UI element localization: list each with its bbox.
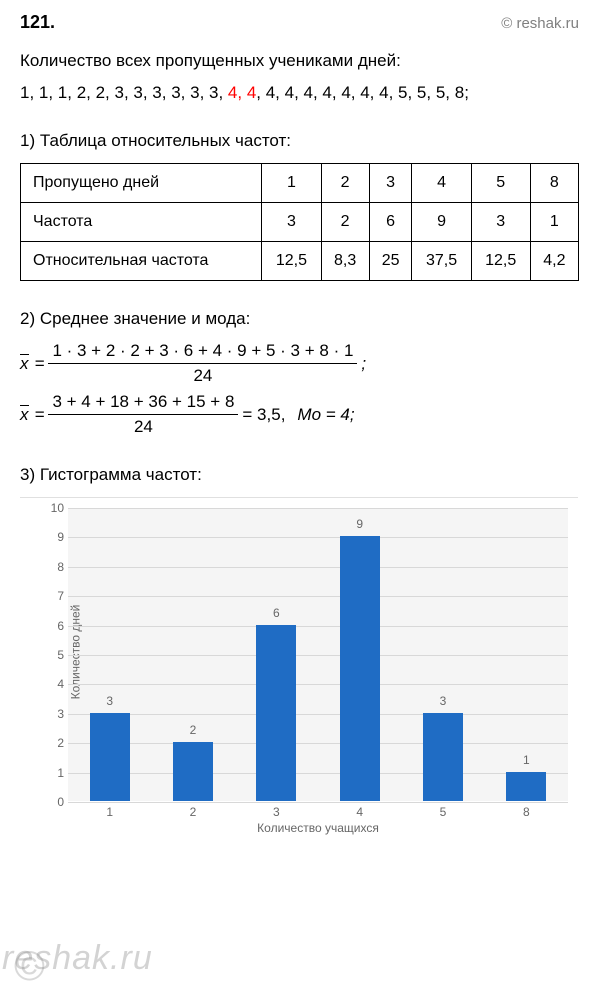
result: = 3,5,	[242, 405, 285, 425]
bar	[506, 772, 546, 801]
denominator: 24	[134, 415, 153, 437]
table-cell: 1	[530, 203, 578, 242]
grid-line	[68, 508, 568, 509]
y-tick-label: 0	[44, 795, 64, 809]
bar	[173, 742, 213, 801]
formula-1: x = 1 · 3 + 2 · 2 + 3 · 6 + 4 · 9 + 5 · …	[20, 341, 579, 386]
numerator: 3 + 4 + 18 + 36 + 15 + 8	[48, 392, 238, 415]
numerator: 1 · 3 + 2 · 2 + 3 · 6 + 4 · 9 + 5 · 3 + …	[48, 341, 357, 364]
equals: =	[35, 354, 45, 374]
table-cell: 25	[369, 242, 412, 281]
x-tick-label: 8	[523, 805, 530, 819]
data-label: 6	[273, 606, 280, 620]
data-sequence: 1, 1, 1, 2, 2, 3, 3, 3, 3, 3, 3, 4, 4, 4…	[20, 83, 579, 103]
table-row: Частота 3 2 6 9 3 1	[21, 203, 579, 242]
grid-line	[68, 743, 568, 744]
table-cell: 6	[369, 203, 412, 242]
denominator: 24	[193, 364, 212, 386]
bar	[423, 713, 463, 801]
table-row: Относительная частота 12,5 8,3 25 37,5 1…	[21, 242, 579, 281]
section2-title: 2) Среднее значение и мода:	[20, 309, 579, 329]
table-cell: Пропущено дней	[21, 164, 262, 203]
y-tick-label: 2	[44, 736, 64, 750]
grid-line	[68, 537, 568, 538]
y-tick-label: 4	[44, 677, 64, 691]
table-cell: 9	[412, 203, 471, 242]
table-cell: Частота	[21, 203, 262, 242]
y-tick-label: 9	[44, 530, 64, 544]
xbar-var: x	[20, 354, 29, 374]
bar	[340, 536, 380, 801]
table-cell: 12,5	[471, 242, 530, 281]
grid-line	[68, 684, 568, 685]
table-cell: 3	[369, 164, 412, 203]
watermark-text: reshak.ru	[2, 939, 153, 978]
bar	[90, 713, 130, 801]
watermark-symbol: ©	[14, 942, 45, 990]
data-label: 3	[440, 694, 447, 708]
x-tick-label: 2	[190, 805, 197, 819]
table-cell: 3	[471, 203, 530, 242]
grid-line	[68, 626, 568, 627]
grid-line	[68, 567, 568, 568]
section3-title: 3) Гистограмма частот:	[20, 465, 579, 485]
x-tick-label: 5	[440, 805, 447, 819]
table-cell: 2	[321, 203, 369, 242]
y-tick-label: 6	[44, 619, 64, 633]
y-tick-label: 3	[44, 707, 64, 721]
sequence-highlighted: 4, 4	[228, 83, 256, 102]
table-cell: 4,2	[530, 242, 578, 281]
fraction: 3 + 4 + 18 + 36 + 15 + 8 24	[48, 392, 238, 437]
xbar-var: x	[20, 405, 29, 425]
formula-2: x = 3 + 4 + 18 + 36 + 15 + 8 24 = 3,5, M…	[20, 392, 579, 437]
grid-line	[68, 714, 568, 715]
suffix: ;	[361, 354, 366, 374]
chart-plot-area: Количество дней Количество учащихся 0123…	[68, 508, 568, 801]
description-text: Количество всех пропущенных учениками дн…	[20, 51, 579, 71]
data-label: 9	[356, 517, 363, 531]
mode-value: Mo = 4;	[297, 405, 354, 425]
table-cell: 8	[530, 164, 578, 203]
sequence-part1: 1, 1, 1, 2, 2, 3, 3, 3, 3, 3, 3,	[20, 83, 228, 102]
histogram-chart: Количество дней Количество учащихся 0123…	[20, 497, 578, 837]
equals: =	[35, 405, 45, 425]
x-tick-label: 3	[273, 805, 280, 819]
section1-title: 1) Таблица относительных частот:	[20, 131, 579, 151]
copyright: © reshak.ru	[501, 15, 579, 32]
table-cell: 1	[262, 164, 321, 203]
y-tick-label: 10	[44, 501, 64, 515]
y-tick-label: 1	[44, 766, 64, 780]
grid-line	[68, 596, 568, 597]
fraction: 1 · 3 + 2 · 2 + 3 · 6 + 4 · 9 + 5 · 3 + …	[48, 341, 357, 386]
table-cell: 8,3	[321, 242, 369, 281]
y-tick-label: 8	[44, 560, 64, 574]
data-label: 1	[523, 753, 530, 767]
sequence-part2: , 4, 4, 4, 4, 4, 4, 4, 5, 5, 5, 8;	[256, 83, 469, 102]
table-cell: 5	[471, 164, 530, 203]
grid-line	[68, 655, 568, 656]
bar	[256, 625, 296, 801]
table-cell: 4	[412, 164, 471, 203]
section2: 2) Среднее значение и мода: x = 1 · 3 + …	[20, 309, 579, 437]
table-cell: 37,5	[412, 242, 471, 281]
x-tick-label: 4	[356, 805, 363, 819]
table-cell: Относительная частота	[21, 242, 262, 281]
header: 121. © reshak.ru	[20, 12, 579, 33]
problem-number: 121.	[20, 12, 55, 33]
y-tick-label: 5	[44, 648, 64, 662]
table-cell: 3	[262, 203, 321, 242]
table-cell: 12,5	[262, 242, 321, 281]
data-label: 2	[190, 723, 197, 737]
grid-line	[68, 773, 568, 774]
x-axis-label: Количество учащихся	[257, 821, 379, 835]
y-tick-label: 7	[44, 589, 64, 603]
x-tick-label: 1	[106, 805, 113, 819]
table-row: Пропущено дней 1 2 3 4 5 8	[21, 164, 579, 203]
data-label: 3	[106, 694, 113, 708]
frequency-table: Пропущено дней 1 2 3 4 5 8 Частота 3 2 6…	[20, 163, 579, 281]
grid-line	[68, 802, 568, 803]
table-cell: 2	[321, 164, 369, 203]
